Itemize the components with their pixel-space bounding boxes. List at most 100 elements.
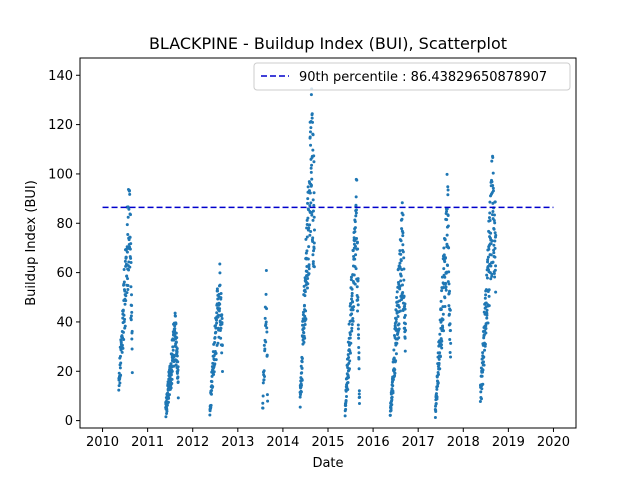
- scatter-point: [312, 154, 316, 158]
- scatter-point: [348, 336, 352, 340]
- scatter-point: [492, 243, 496, 247]
- scatter-point: [449, 355, 453, 359]
- scatter-point: [493, 268, 497, 272]
- scatter-point: [437, 361, 441, 365]
- scatter-point: [398, 249, 402, 253]
- scatter-point: [399, 274, 403, 278]
- scatter-point: [309, 93, 313, 97]
- scatter-point: [123, 289, 127, 293]
- scatter-point: [390, 395, 394, 399]
- y-tick-label: 80: [56, 217, 73, 232]
- scatter-point: [216, 289, 220, 293]
- scatter-point: [348, 333, 352, 337]
- scatter-point: [303, 323, 307, 327]
- scatter-point: [130, 304, 134, 308]
- scatter-point: [310, 163, 314, 167]
- scatter-point: [350, 294, 354, 298]
- scatter-point: [300, 360, 304, 364]
- scatter-point: [446, 188, 450, 192]
- scatter-point: [309, 166, 313, 170]
- scatter-point: [123, 324, 127, 328]
- scatter-point: [399, 279, 403, 283]
- scatter-point: [347, 367, 351, 371]
- scatter-point: [124, 299, 128, 303]
- scatter-point: [262, 378, 266, 382]
- scatter-point: [394, 352, 398, 356]
- scatter-point: [393, 368, 397, 372]
- scatter-point: [489, 231, 493, 235]
- scatter-point: [130, 347, 134, 351]
- scatter-point: [346, 388, 350, 392]
- scatter-point: [165, 409, 169, 413]
- scatter-point: [174, 322, 178, 326]
- scatter-point: [264, 269, 268, 273]
- scatter-point: [175, 336, 179, 340]
- scatter-point: [306, 216, 310, 220]
- scatter-point: [167, 396, 171, 400]
- scatter-point: [351, 317, 355, 321]
- scatter-point: [173, 314, 177, 318]
- scatter-point: [311, 253, 315, 257]
- scatter-point: [356, 323, 360, 327]
- scatter-point: [480, 374, 484, 378]
- scatter-point: [481, 382, 485, 386]
- scatter-point: [264, 320, 268, 324]
- scatter-point: [129, 285, 133, 289]
- scatter-point: [448, 329, 452, 332]
- legend: 90th percentile : 86.43829650878907: [253, 62, 571, 91]
- scatter-point: [357, 336, 361, 340]
- scatter-point: [126, 277, 130, 281]
- scatter-point: [399, 239, 403, 243]
- scatter-point: [494, 264, 498, 268]
- scatter-point: [356, 309, 360, 313]
- y-axis: 0 20 40 60 80 100 120 140: [48, 69, 80, 429]
- scatter-point: [443, 275, 447, 279]
- scatter-point: [302, 340, 306, 344]
- scatter-point: [173, 327, 177, 331]
- scatter-point: [483, 296, 487, 300]
- scatter-point: [391, 391, 395, 395]
- scatter-point: [440, 289, 444, 293]
- scatter-point: [261, 401, 265, 405]
- scatter-point: [303, 336, 307, 340]
- scatter-point: [262, 369, 266, 373]
- scatter-point: [402, 278, 406, 282]
- scatter-point: [492, 251, 496, 255]
- scatter-point: [444, 281, 448, 285]
- scatter-point: [483, 329, 487, 333]
- y-tick-label: 120: [48, 118, 73, 133]
- scatter-point: [214, 326, 218, 330]
- scatter-point: [308, 135, 312, 139]
- scatter-point: [350, 287, 354, 291]
- scatter-point: [491, 184, 495, 188]
- scatter-point: [395, 296, 399, 299]
- scatter-point: [357, 392, 361, 396]
- scatter-point: [127, 207, 131, 211]
- scatter-point: [125, 250, 129, 254]
- scatter-point: [304, 251, 308, 255]
- scatter-point: [208, 413, 212, 417]
- scatter-point: [482, 355, 486, 359]
- scatter-point: [120, 343, 124, 347]
- x-tick-label: 2012: [176, 435, 209, 450]
- scatter-point: [486, 258, 490, 262]
- scatter-point: [130, 329, 134, 333]
- scatter-point: [354, 195, 358, 199]
- scatter-point: [123, 259, 127, 263]
- scatter-point: [494, 233, 498, 237]
- scatter-point: [127, 260, 131, 264]
- scatter-point: [305, 286, 309, 290]
- scatter-point: [174, 363, 178, 367]
- scatter-point: [124, 294, 128, 298]
- scatter-point: [492, 218, 496, 222]
- scatter-point: [123, 302, 127, 306]
- scatter-point: [439, 299, 443, 303]
- scatter-point: [446, 263, 450, 267]
- scatter-point: [175, 347, 179, 351]
- scatter-point: [171, 345, 175, 349]
- scatter-point: [485, 316, 489, 320]
- scatter-point: [219, 291, 223, 295]
- scatter-point: [491, 171, 495, 175]
- scatter-point: [174, 331, 178, 335]
- scatter-point: [118, 354, 122, 358]
